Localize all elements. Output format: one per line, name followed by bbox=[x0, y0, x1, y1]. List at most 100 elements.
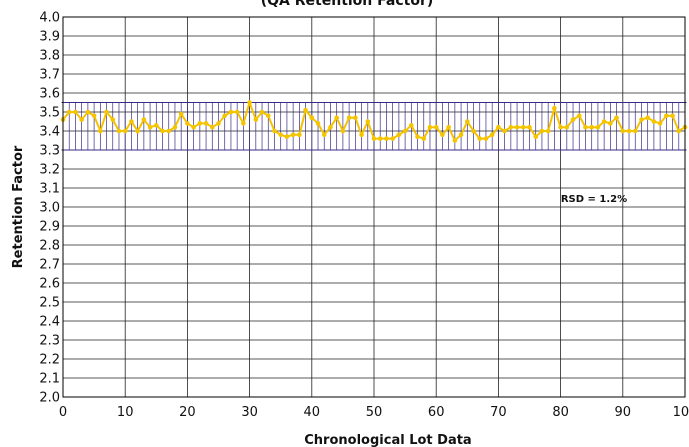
data-point bbox=[228, 109, 234, 115]
data-point bbox=[79, 117, 84, 122]
data-point bbox=[514, 124, 520, 130]
data-point bbox=[421, 136, 427, 141]
data-point bbox=[315, 121, 321, 126]
x-tick-label: 30 bbox=[241, 405, 258, 420]
y-tick-label: 3.2 bbox=[39, 163, 60, 178]
data-point bbox=[601, 119, 607, 124]
y-tick-label: 2.7 bbox=[39, 258, 60, 273]
y-tick-label: 2.8 bbox=[39, 239, 60, 254]
chart-title: (QA Retention Factor) bbox=[261, 0, 434, 9]
data-point bbox=[265, 113, 271, 119]
data-point bbox=[589, 124, 594, 130]
data-point bbox=[608, 121, 613, 126]
data-point bbox=[172, 124, 178, 130]
data-point bbox=[272, 128, 277, 134]
data-point bbox=[241, 121, 246, 126]
data-point bbox=[496, 124, 501, 130]
series-layer bbox=[60, 99, 688, 143]
data-point bbox=[259, 109, 265, 115]
data-point bbox=[371, 136, 377, 141]
y-tick-label: 2.0 bbox=[39, 391, 60, 406]
y-tick-label: 3.5 bbox=[39, 106, 60, 121]
data-point bbox=[415, 134, 420, 139]
data-point bbox=[234, 109, 240, 115]
data-point bbox=[166, 128, 172, 134]
x-tick-label: 20 bbox=[179, 405, 196, 420]
y-tick-label: 3.8 bbox=[39, 49, 60, 64]
data-point bbox=[583, 124, 588, 130]
data-point bbox=[620, 128, 626, 134]
data-point bbox=[209, 124, 215, 130]
data-point bbox=[489, 132, 495, 138]
y-tick-label: 3.9 bbox=[39, 30, 60, 45]
data-point bbox=[346, 115, 352, 120]
plot-frame bbox=[62, 16, 686, 398]
data-point bbox=[359, 132, 364, 138]
data-point bbox=[465, 119, 470, 124]
data-point bbox=[129, 119, 134, 124]
data-point bbox=[290, 132, 296, 138]
x-tick-label: 10 bbox=[117, 405, 134, 420]
data-point bbox=[334, 115, 339, 120]
data-point bbox=[104, 109, 109, 115]
data-point bbox=[632, 128, 638, 134]
data-point bbox=[297, 132, 302, 138]
y-tick-label: 3.0 bbox=[39, 201, 60, 216]
y-tick-label: 2.4 bbox=[39, 315, 60, 330]
data-point bbox=[340, 128, 346, 134]
x-tick-label: 90 bbox=[615, 405, 632, 420]
data-point bbox=[670, 113, 675, 119]
x-tick-label: 70 bbox=[490, 405, 507, 420]
data-point bbox=[614, 115, 619, 120]
y-tick-labels: 2.0 2.1 2.2 2.3 2.4 2.5 2.6 2.7 2.8 2.9 3.0 3.1 3.2 3… bbox=[39, 11, 60, 406]
x-tick-label: 40 bbox=[304, 405, 321, 420]
y-tick-label: 2.5 bbox=[39, 296, 60, 311]
data-point bbox=[676, 128, 682, 134]
data-point bbox=[365, 119, 371, 124]
data-point bbox=[520, 124, 526, 130]
data-point bbox=[135, 128, 140, 134]
data-point bbox=[527, 124, 532, 130]
data-point bbox=[278, 132, 284, 138]
data-point bbox=[122, 128, 128, 134]
y-tick-label: 3.7 bbox=[39, 68, 60, 83]
data-point bbox=[390, 136, 395, 141]
data-point bbox=[160, 128, 165, 134]
data-point bbox=[595, 124, 601, 130]
x-axis-label: Chronological Lot Data bbox=[304, 433, 471, 447]
data-point bbox=[657, 121, 663, 126]
data-point bbox=[303, 107, 308, 113]
data-point bbox=[116, 128, 122, 134]
data-point bbox=[98, 128, 103, 134]
data-point bbox=[203, 121, 209, 126]
data-point bbox=[433, 124, 439, 130]
data-point bbox=[645, 115, 650, 120]
data-point bbox=[626, 128, 632, 134]
data-point bbox=[570, 117, 576, 122]
x-tick-label: 80 bbox=[552, 405, 569, 420]
data-point bbox=[402, 128, 408, 134]
data-point bbox=[533, 134, 539, 139]
data-point bbox=[353, 115, 358, 120]
data-point bbox=[564, 124, 570, 130]
data-point bbox=[321, 132, 327, 138]
data-point bbox=[154, 123, 159, 128]
data-point bbox=[284, 134, 290, 139]
y-tick-label: 3.1 bbox=[39, 182, 60, 197]
data-point bbox=[552, 105, 557, 111]
data-point bbox=[141, 117, 147, 122]
y-tick-label: 3.4 bbox=[39, 125, 60, 140]
y-tick-label: 2.6 bbox=[39, 277, 60, 292]
data-point bbox=[110, 117, 116, 122]
data-point bbox=[185, 121, 190, 126]
data-point bbox=[502, 128, 507, 134]
data-point bbox=[328, 124, 333, 130]
x-tick-label: 60 bbox=[428, 405, 445, 420]
data-point bbox=[309, 115, 315, 120]
data-point bbox=[216, 121, 221, 126]
data-point bbox=[483, 136, 489, 141]
data-point bbox=[452, 138, 458, 143]
x-tick-label: 0 bbox=[59, 405, 67, 420]
data-point bbox=[477, 136, 483, 141]
data-point bbox=[458, 132, 464, 138]
